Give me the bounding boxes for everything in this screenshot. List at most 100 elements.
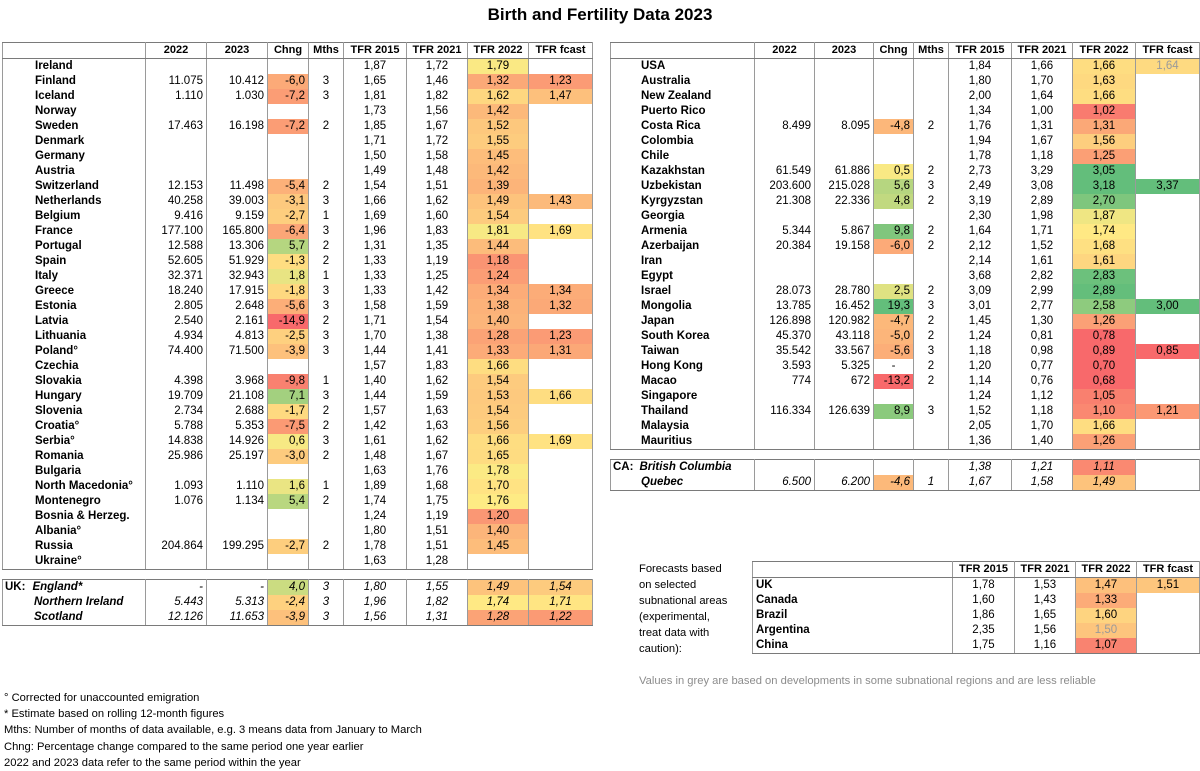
tfr-2015: 2,12: [948, 239, 1012, 254]
tfr-forecast: [528, 269, 593, 284]
row-label: Germany: [2, 149, 146, 164]
spacer-cell: [3, 570, 146, 580]
tfr-2022: 1,56: [467, 419, 529, 434]
table-row: Taiwan 35.542 33.567 -5,6 3 1,18 0,98 0,89 0,85: [610, 344, 1200, 359]
births-2022: 52.605: [145, 254, 207, 269]
tfr-2015: 1,52: [948, 404, 1012, 419]
tfr-2022: 1,11: [1072, 459, 1136, 475]
tfr-2021: 1,55: [406, 579, 468, 595]
change-pct: [267, 509, 309, 524]
tfr-2022: 1,78: [467, 464, 529, 479]
tfr-2021: 1,71: [1011, 224, 1073, 239]
tfr-2022: 1,65: [467, 449, 529, 464]
row-label: Scotland: [34, 611, 83, 623]
births-2023: 2.648: [206, 299, 268, 314]
tfr-2022: 1,74: [467, 595, 529, 610]
table-row: Chile 1,78 1,18 1,25: [610, 149, 1200, 164]
tfr-2022: 1,26: [1072, 314, 1136, 329]
births-2022: 774: [754, 374, 815, 389]
table-row: Puerto Rico 1,34 1,00 1,02: [610, 104, 1200, 119]
column-header: 2023: [814, 42, 874, 59]
births-2022: 1.076: [145, 494, 207, 509]
births-2023: 11.653: [206, 610, 268, 626]
tfr-forecast: [1135, 269, 1200, 284]
row-label: Montenegro: [2, 494, 146, 509]
table-row: Israel 28.073 28.780 2,5 2 3,09 2,99 2,89: [610, 284, 1200, 299]
row-label: Latvia: [2, 314, 146, 329]
births-2023: 199.295: [206, 539, 268, 554]
births-2023: -: [206, 579, 268, 595]
row-label: Poland°: [2, 344, 146, 359]
forecast-intro-line: (experimental,: [639, 611, 710, 623]
months-count: 2: [308, 494, 344, 509]
months-count: 2: [913, 239, 949, 254]
table-row: Slovenia 2.734 2.688 -1,7 2 1,57 1,63 1,54: [2, 404, 593, 419]
months-count: 2: [913, 374, 949, 389]
row-label: Slovenia: [2, 404, 146, 419]
tfr-forecast: [1135, 254, 1200, 269]
table-row: Iceland 1.110 1.030 -7,2 3 1,81 1,82 1,62 1,47: [2, 89, 593, 104]
tfr-forecast: [528, 404, 593, 419]
months-count: [308, 58, 344, 74]
tfr-forecast: [528, 314, 593, 329]
tfr-2022: 1,50: [1075, 623, 1137, 638]
births-2023: 13.306: [206, 239, 268, 254]
table-row: Kazakhstan 61.549 61.886 0,5 2 2,73 3,29 3,05: [610, 164, 1200, 179]
tfr-forecast: 1,43: [528, 194, 593, 209]
births-2023: 11.498: [206, 179, 268, 194]
tfr-2015: 1,94: [948, 134, 1012, 149]
tfr-2015: 1,61: [343, 434, 407, 449]
change-pct: -4,6: [873, 475, 914, 491]
spacer-cell: [914, 450, 949, 460]
change-pct: [873, 434, 914, 450]
tfr-2015: 1,71: [343, 314, 407, 329]
change-pct: [267, 464, 309, 479]
table-row: UK: England* - -4,0 3 1,80 1,55 1,49 1,54: [2, 579, 593, 595]
change-pct: 8,9: [873, 404, 914, 419]
tfr-2022: 1,18: [467, 254, 529, 269]
tfr-2021: 1,63: [406, 419, 468, 434]
change-pct: [267, 149, 309, 164]
change-pct: [267, 104, 309, 119]
tfr-forecast: [1135, 194, 1200, 209]
table-row: Bulgaria 1,63 1,76 1,78: [2, 464, 593, 479]
change-pct: -7,5: [267, 419, 309, 434]
tfr-2015: 1,33: [343, 254, 407, 269]
births-2023: [814, 389, 874, 404]
tfr-2015: 1,87: [343, 58, 407, 74]
row-label: Northern Ireland: [34, 596, 124, 608]
change-pct: 1,8: [267, 269, 309, 284]
tfr-2021: 1,68: [406, 479, 468, 494]
births-2022: [145, 164, 207, 179]
months-count: 2: [913, 224, 949, 239]
change-pct: 5,7: [267, 239, 309, 254]
row-label: Albania°: [2, 524, 146, 539]
tfr-2022: 1,79: [467, 58, 529, 74]
row-label: Estonia: [2, 299, 146, 314]
tfr-2015: 1,38: [948, 459, 1012, 475]
forecast-column-header: TFR 2022: [1075, 561, 1137, 578]
tfr-forecast: [528, 494, 593, 509]
right-data-table: 2022 2023 Chng Mths TFR 2015 TFR 2021 TFR 2022…: [610, 42, 1200, 491]
births-2023: [814, 104, 874, 119]
tfr-2021: 1,00: [1011, 104, 1073, 119]
tfr-forecast: 3,00: [1135, 299, 1200, 314]
months-count: [913, 89, 949, 104]
table-row: Ukraine° 1,63 1,28: [2, 554, 593, 570]
tfr-2015: 1,67: [948, 475, 1012, 491]
footnote-line: ° Corrected for unaccounted emigration: [4, 692, 200, 704]
tfr-2022: 0,78: [1072, 329, 1136, 344]
tfr-2022: 1,40: [467, 524, 529, 539]
tfr-2021: 1,52: [1011, 239, 1073, 254]
months-count: [913, 419, 949, 434]
tfr-2021: 2,99: [1011, 284, 1073, 299]
months-count: [913, 74, 949, 89]
tfr-forecast: 1,22: [528, 610, 593, 626]
months-count: [913, 58, 949, 74]
births-2022: 9.416: [145, 209, 207, 224]
tfr-2022: 1,56: [1072, 134, 1136, 149]
tfr-2022: 1,10: [1072, 404, 1136, 419]
spacer-cell: [344, 570, 407, 580]
months-count: 2: [913, 284, 949, 299]
tfr-2015: 3,01: [948, 299, 1012, 314]
